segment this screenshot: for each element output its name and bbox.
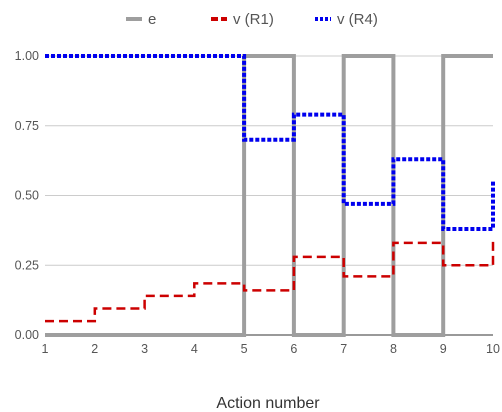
x-tick-label: 3 <box>141 342 148 356</box>
gridlines <box>45 55 493 336</box>
x-tick-label: 8 <box>390 342 397 356</box>
legend: e v (R1) v (R4) <box>126 11 378 28</box>
series-layer <box>45 54 495 337</box>
y-tick-labels: 0.00 0.25 0.50 0.75 1.00 <box>15 49 39 342</box>
y-tick-label: 0.75 <box>15 119 39 133</box>
legend-label: v (R1) <box>233 11 274 28</box>
y-tick-label: 0.00 <box>15 328 39 342</box>
series-line-v-r1 <box>45 240 495 323</box>
x-tick-label: 1 <box>42 342 49 356</box>
x-tick-label: 7 <box>340 342 347 356</box>
x-axis-title: Action number <box>216 395 320 412</box>
x-tick-label: 4 <box>191 342 198 356</box>
y-tick-label: 0.25 <box>15 258 39 272</box>
legend-label: v (R4) <box>337 11 378 28</box>
x-tick-label: 5 <box>241 342 248 356</box>
x-tick-label: 6 <box>290 342 297 356</box>
x-tick-label: 2 <box>91 342 98 356</box>
y-tick-label: 0.50 <box>15 189 39 203</box>
legend-label: e <box>148 11 156 28</box>
y-tick-label: 1.00 <box>15 49 39 63</box>
x-tick-label: 10 <box>486 342 500 356</box>
x-tick-labels: 1 2 3 4 5 6 7 8 9 10 <box>42 342 500 356</box>
series-line-v-r4 <box>45 54 495 231</box>
x-tick-label: 9 <box>440 342 447 356</box>
